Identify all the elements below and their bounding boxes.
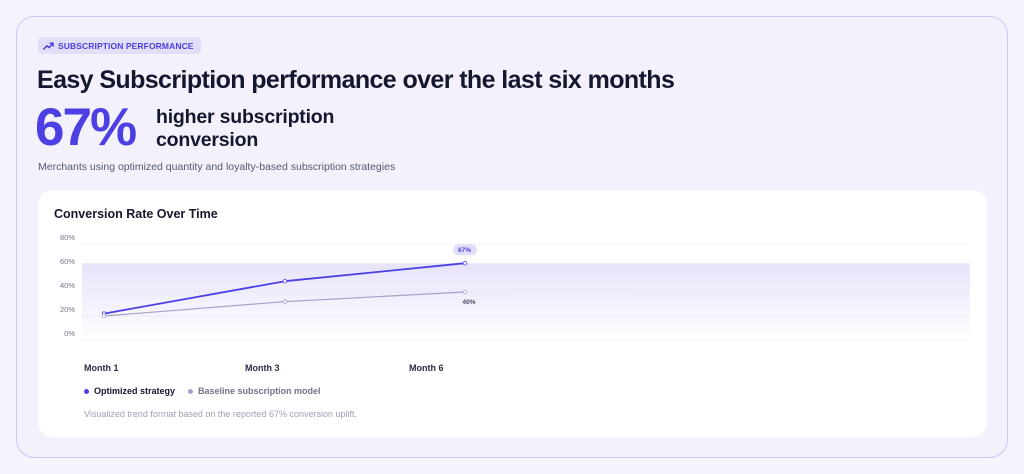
legend-item-optimized: Optimized strategy	[84, 386, 175, 396]
chart-title: Conversion Rate Over Time	[54, 207, 218, 221]
x-tick-label: Month 6	[409, 363, 444, 373]
data-point	[282, 278, 288, 284]
legend-label-baseline: Baseline subscription model	[198, 386, 321, 396]
stat-value: 67%	[35, 98, 137, 157]
legend-label-optimized: Optimized strategy	[94, 386, 176, 396]
trending-up-icon	[43, 41, 54, 50]
y-tick-label: 80%	[60, 233, 75, 242]
data-point	[462, 289, 468, 295]
legend-dot-baseline	[188, 388, 194, 394]
badge-label: SUBSCRIPTION PERFORMANCE	[58, 40, 194, 51]
section-badge: SUBSCRIPTION PERFORMANCE	[38, 37, 201, 54]
page-title: Easy Subscription performance over the l…	[37, 66, 675, 94]
stat-description: higher subscription conversion	[156, 106, 335, 151]
highlight-band	[82, 263, 970, 340]
line-chart: 0% 20% 40% 60% 80% Month 1 Month 3 Month 6 67% 40…	[60, 233, 970, 373]
chart-footnote: Visualized trend format based on the rep…	[84, 409, 357, 419]
x-tick-label: Month 1	[84, 363, 119, 373]
chart-legend: Optimized strategy Baseline subscription…	[84, 386, 321, 396]
legend-item-baseline: Baseline subscription model	[188, 386, 321, 396]
y-tick-label: 0%	[64, 329, 75, 338]
data-point	[462, 260, 468, 266]
end-label-pill	[453, 244, 477, 256]
chart-card: Conversion Rate Over Time 0% 20% 40% 60% 80%…	[38, 190, 987, 437]
end-label-optimized: 67%	[458, 247, 471, 254]
x-tick-label: Month 3	[245, 363, 280, 373]
page-subtitle: Merchants using optimized quantity and l…	[38, 161, 396, 173]
data-point	[101, 313, 107, 319]
y-tick-label: 20%	[60, 305, 75, 314]
end-label-baseline: 40%	[462, 299, 475, 306]
y-tick-label: 40%	[60, 281, 75, 290]
legend-dot-optimized	[84, 388, 89, 394]
data-point	[282, 299, 288, 304]
y-tick-label: 60%	[60, 257, 75, 266]
